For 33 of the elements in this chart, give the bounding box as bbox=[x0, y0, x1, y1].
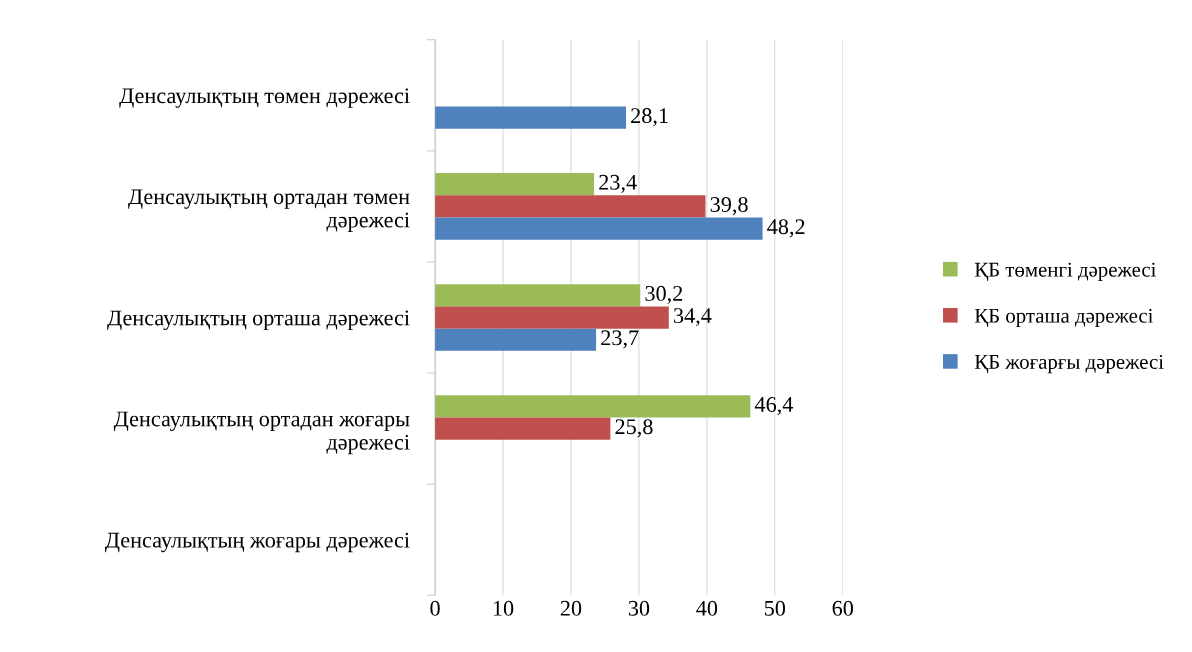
bar bbox=[435, 217, 763, 240]
x-tick-label: 20 bbox=[560, 600, 582, 616]
bar bbox=[435, 395, 751, 418]
legend-label: ҚБ төменгі дәрежесі bbox=[974, 262, 1157, 281]
x-tick-label: 10 bbox=[493, 600, 514, 616]
data-label: 28,1 bbox=[631, 108, 668, 127]
data-label: 34,4 bbox=[674, 308, 712, 327]
bar bbox=[435, 306, 669, 329]
y-tick-label: Денсаулықтың төмен дәрежесі bbox=[119, 88, 410, 108]
data-label: 23,7 bbox=[601, 330, 639, 349]
data-label: 25,8 bbox=[615, 419, 653, 438]
bar bbox=[435, 417, 611, 440]
data-label: 48,2 bbox=[767, 219, 805, 238]
legend-label: ҚБ орташа дәрежесі bbox=[974, 308, 1154, 328]
x-tick-label: 40 bbox=[696, 600, 718, 616]
y-tick-label: Денсаулықтың ортадан төмен дәрежесі bbox=[128, 189, 410, 233]
bar bbox=[435, 328, 597, 351]
data-label: 39,8 bbox=[710, 196, 748, 216]
data-label: 23,4 bbox=[599, 174, 637, 193]
y-tick-label: Денсаулықтың ортадан жоғары дәрежесі bbox=[113, 411, 410, 455]
bar bbox=[435, 173, 595, 196]
y-tick-label: Денсаулықтың орташа дәрежесі bbox=[107, 310, 410, 330]
x-tick-label: 30 bbox=[628, 600, 650, 616]
data-label: 46,4 bbox=[754, 397, 794, 416]
data-label: 30,2 bbox=[645, 285, 683, 305]
bar bbox=[435, 106, 626, 129]
legend-label: ҚБ жоғарғы дәрежесі bbox=[974, 354, 1164, 374]
y-tick-label: Денсаулықтың жоғары дәрежесі bbox=[104, 532, 410, 553]
bar bbox=[435, 284, 641, 307]
bar bbox=[435, 195, 706, 218]
x-tick-label: 60 bbox=[832, 600, 854, 616]
x-tick-label: 50 bbox=[764, 600, 786, 616]
x-tick-label: 0 bbox=[430, 600, 440, 616]
